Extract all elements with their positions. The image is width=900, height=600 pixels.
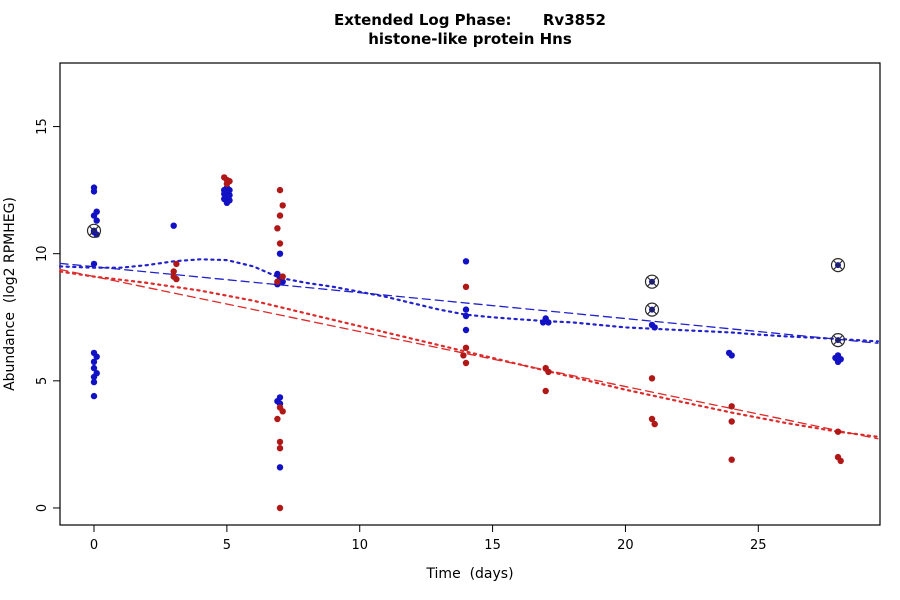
blue-dashed-fit [59,262,879,344]
data-point [462,306,470,313]
x-tick-label: 5 [223,538,231,553]
data-point [276,250,284,257]
circled-point-cross [89,225,99,236]
data-point [223,199,231,206]
data-point [462,326,470,334]
data-point [651,420,658,428]
data-point [279,408,286,415]
data-point [90,364,98,372]
data-point [728,403,735,410]
data-point [276,240,284,247]
data-point [539,319,547,326]
plot-area: 0 5 10 15 20 25 0 5 10 15 [35,62,881,553]
y-tick-label: 15 [35,118,50,135]
data-point [90,392,98,400]
data-point [90,260,98,268]
data-point [173,260,180,268]
data-point [462,312,470,320]
data-point [173,275,180,283]
red-points [170,174,844,512]
circled-point-ring [86,223,102,238]
data-point [462,283,470,290]
data-point [462,258,470,265]
data-point [90,373,98,381]
data-point [460,352,467,359]
data-point [93,353,100,360]
circled-point-cross [647,276,657,287]
data-point [279,273,286,280]
circled-point-ring [644,274,660,289]
data-point [834,358,842,365]
blue-dotted-smooth [58,258,879,343]
red-dotted-smooth [58,270,879,438]
data-point [276,186,284,194]
chart-title-line1: Extended Log Phase: Rv3852 [334,11,606,29]
circled-point-ring [830,258,846,273]
x-tick-label: 10 [351,538,368,553]
plot-box [59,62,881,526]
circled-point-cross [833,260,843,271]
data-point [276,464,284,471]
data-point [648,415,656,423]
data-point [276,445,284,452]
data-point [223,180,231,187]
data-point [728,352,735,359]
data-point [90,212,98,219]
blue-points [90,184,844,471]
data-point [651,324,658,331]
data-point [279,278,286,285]
data-point [545,319,552,326]
data-point [834,428,842,435]
y-axis-label: Abundance (log2 RPMHEG) [2,197,18,391]
data-point [542,387,549,395]
circled-point-cross [647,304,657,315]
circled-point-ring [644,302,660,317]
x-tick-label: 15 [484,538,501,553]
y-tick-label: 10 [35,245,50,262]
red-dashed-fit [59,268,879,440]
y-tick-label: 0 [35,504,50,512]
data-point [90,188,98,195]
x-tick-label: 0 [90,538,98,553]
data-point [90,358,98,365]
data-point [728,418,735,425]
data-point [462,359,470,367]
circled-point-cross [833,335,843,346]
x-tick-label: 20 [617,538,634,553]
data-point [462,344,470,351]
x-tick-label: 25 [750,538,767,553]
data-point [276,438,284,446]
data-point [170,268,177,275]
data-point [545,368,552,376]
data-point [728,456,735,463]
x-axis-label: Time (days) [425,566,513,582]
data-point [837,457,844,465]
data-point [274,278,281,285]
data-point [93,217,100,224]
data-point [276,212,284,219]
y-tick-label: 5 [35,377,50,385]
data-point [274,225,281,232]
chart-title-line2: histone-like protein Hns [368,30,572,48]
data-point [279,202,286,209]
data-point [90,378,98,386]
data-point [276,504,284,512]
circled-point-ring [830,333,846,348]
data-point [170,222,177,229]
data-point [274,415,281,423]
data-point [648,375,656,382]
circled-points [86,223,846,348]
